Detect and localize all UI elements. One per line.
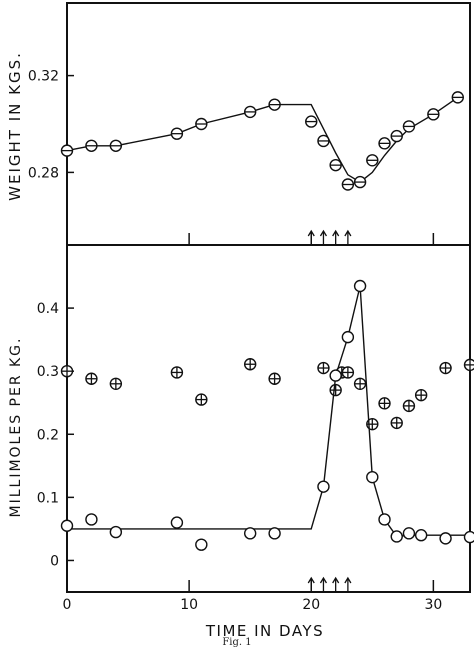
bottom-data-point-circle	[109, 525, 123, 539]
bottom-panel-frame	[66, 244, 471, 593]
top-data-point-circle-minus	[243, 105, 257, 119]
bottom-data-point-circle	[170, 516, 184, 529]
x-tick-label: 20	[302, 597, 320, 613]
bottom-data-point-circle	[329, 369, 342, 382]
top-data-point-circle-minus	[305, 115, 318, 128]
x-tick-label: 30	[424, 597, 442, 613]
bottom-data-point-circle-plus	[170, 366, 184, 379]
top-data-point-circle-minus	[109, 139, 123, 152]
bottom-dose-arrow	[344, 576, 352, 592]
top-y-axis-label: WEIGHT IN KGS.	[6, 51, 24, 201]
bottom-data-point-circle	[353, 279, 367, 293]
bottom-data-point-circle	[268, 527, 281, 540]
bottom-data-point-circle	[463, 530, 474, 544]
bottom-dose-arrow	[319, 576, 328, 592]
bottom-data-point-circle-plus	[402, 399, 416, 413]
top-data-point-circle-minus	[353, 175, 367, 189]
bottom-data-point-circle	[243, 527, 257, 540]
bottom-data-point-circle	[85, 513, 98, 526]
top-data-point-circle-minus	[390, 129, 403, 143]
bottom-data-point-circle	[378, 513, 391, 526]
bottom-y-tick-label: 0	[50, 553, 59, 569]
top-plot: 0.28 0.32	[28, 69, 464, 245]
bottom-data-point-circle-plus	[439, 361, 452, 375]
bottom-y-tick-label: 0.4	[37, 301, 59, 317]
bottom-y-tick-label: 0.2	[37, 427, 59, 443]
bottom-data-point-circle-plus	[109, 377, 123, 390]
bottom-data-point-circle	[366, 470, 379, 484]
top-data-point-circle-minus	[170, 127, 184, 140]
top-data-point-circle-minus	[329, 158, 342, 172]
top-data-point-circle-minus	[366, 154, 379, 167]
bottom-data-point-circle	[341, 330, 355, 344]
bottom-data-point-circle-plus	[195, 393, 208, 406]
top-data-point-circle-minus	[402, 120, 416, 133]
top-data-point-circle-minus	[60, 144, 74, 157]
top-data-point-circle-minus	[451, 91, 464, 104]
x-tick-label: 0	[63, 597, 72, 613]
top-dose-arrow	[344, 229, 352, 245]
bottom-data-point-circle	[60, 519, 74, 532]
bottom-data-point-circle-plus	[353, 377, 367, 390]
bottom-data-point-circle-plus	[390, 416, 403, 430]
top-data-point-circle-minus	[341, 178, 355, 191]
bottom-data-point-circle-plus	[60, 364, 74, 378]
top-dose-arrow	[319, 229, 328, 245]
bottom-data-point-circle-plus	[341, 366, 355, 379]
top-data-point-circle-minus	[317, 134, 330, 148]
bottom-data-point-circle-plus	[268, 372, 281, 385]
bottom-plot: 0 0.1 0.2 0.3 0.4 0 10 20 30	[37, 279, 474, 613]
bottom-data-point-circle-plus	[243, 358, 257, 371]
bottom-data-point-circle	[390, 530, 403, 543]
x-axis-label: TIME IN DAYS	[205, 622, 324, 640]
top-data-point-circle-minus	[427, 108, 440, 121]
x-tick-label: 10	[180, 597, 198, 613]
bottom-data-point-circle-plus	[329, 383, 342, 397]
bottom-data-point-circle-plus	[378, 397, 391, 410]
top-dose-arrow	[307, 229, 315, 245]
bottom-data-point-circle-plus	[317, 361, 330, 375]
top-data-point-circle-minus	[268, 98, 281, 111]
bottom-data-point-circle-plus	[85, 372, 98, 385]
top-data-point-circle-minus	[85, 139, 98, 152]
bottom-data-point-circle	[195, 538, 208, 551]
top-dose-arrow	[332, 229, 340, 245]
top-y-tick-label: 0.28	[28, 165, 59, 181]
bottom-y-tick-label: 0.1	[37, 490, 59, 506]
bottom-data-point-circle-plus	[414, 388, 428, 402]
top-data-point-circle-minus	[195, 117, 208, 131]
bottom-data-point-circle	[414, 529, 428, 542]
bottom-data-point-circle	[439, 532, 452, 545]
bottom-data-point-circle-plus	[463, 358, 474, 372]
figure-caption: Fig. 1	[222, 637, 252, 648]
bottom-y-axis-label: MILLIMOLES PER KG.	[8, 337, 24, 518]
bottom-data-point-circle	[402, 527, 416, 540]
top-data-point-circle-minus	[378, 137, 391, 150]
bottom-dose-arrow	[332, 576, 340, 592]
bottom-dose-arrow	[307, 576, 315, 592]
bottom-y-tick-label: 0.3	[37, 364, 59, 380]
top-y-tick-label: 0.32	[28, 69, 59, 85]
bottom-data-point-circle	[317, 480, 330, 493]
